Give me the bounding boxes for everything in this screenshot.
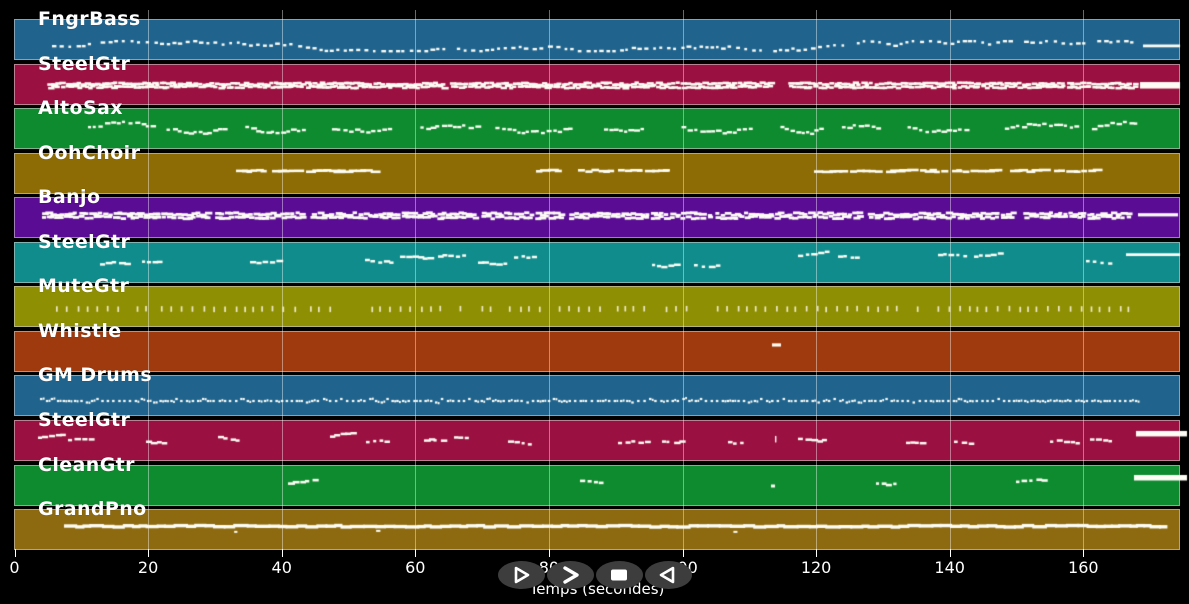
play-icon: [508, 565, 534, 585]
axis-tick: [816, 549, 818, 557]
axis-tick-label: 0: [9, 558, 20, 577]
play-button[interactable]: [497, 561, 545, 589]
play-reverse-icon: [655, 565, 681, 585]
reverse-button[interactable]: [644, 561, 692, 589]
axis-tick-label: 20: [137, 558, 159, 577]
fast-forward-icon: [557, 565, 583, 585]
axis-tick: [548, 549, 550, 557]
axis-tick-label: 60: [405, 558, 426, 577]
axis-tick-label: 160: [1068, 558, 1099, 577]
axis-tick-label: 120: [800, 558, 832, 577]
axis-tick: [682, 549, 684, 557]
axis-tick-label: 140: [934, 558, 965, 577]
axis-tick-label: 40: [271, 558, 292, 577]
stop-button[interactable]: [595, 561, 643, 589]
stop-icon: [606, 565, 632, 585]
axis-tick: [415, 549, 417, 557]
axis-tick: [14, 549, 16, 557]
axis-tick: [949, 549, 951, 557]
axis-tick: [1083, 549, 1085, 557]
axis-title: Temps (secondes): [529, 580, 665, 598]
axis-tick: [281, 549, 283, 557]
forward-button[interactable]: [546, 561, 594, 589]
axis-tick: [148, 549, 150, 557]
note-events-canvas: [14, 10, 1189, 550]
